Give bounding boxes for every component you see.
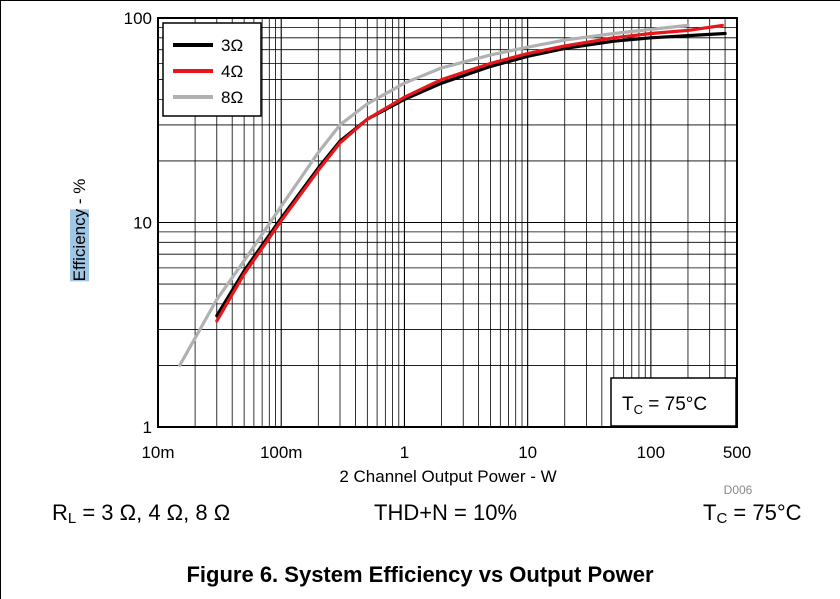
legend: 3Ω 4Ω 8Ω [162, 22, 262, 117]
frame-top-line [0, 0, 840, 1]
y-tick-label: 100 [124, 9, 152, 28]
y-axis-label-highlight: Efficiency [70, 208, 89, 282]
thd-condition: THD+N = 10% [374, 500, 518, 525]
figure-code: D006 [724, 483, 753, 497]
plot-border [157, 17, 738, 428]
x-tick-label: 100 [637, 443, 665, 462]
tc-annotation-text: TC = 75°C [622, 394, 707, 417]
figure-caption: Figure 6. System Efficiency vs Output Po… [186, 562, 654, 587]
series-line-2 [215, 23, 724, 323]
series-layer [178, 23, 727, 367]
frame-left-line [0, 0, 1, 599]
case-temperature-condition: TC = 75°C [703, 500, 802, 527]
chart-grid [158, 18, 737, 427]
y-tick-label: 1 [143, 418, 152, 437]
legend-label-1: 3Ω [221, 36, 243, 55]
y-axis-label-unit: - % [70, 178, 89, 209]
tc-annotation: TC = 75°C [610, 377, 737, 427]
x-axis-label: 2 Channel Output Power - W [339, 467, 556, 486]
tc-annotation-box [610, 377, 737, 427]
legend-label-2: 4Ω [221, 62, 243, 81]
x-tick-label: 1 [400, 443, 409, 462]
series-line-3 [178, 23, 690, 367]
x-tick-label: 100m [260, 443, 303, 462]
legend-label-3: 8Ω [221, 88, 243, 107]
x-tick-label: 10m [141, 443, 174, 462]
x-tick-label: 500 [723, 443, 751, 462]
tick-labels: 10m 100m 1 10 100 500 1 10 100 [124, 9, 752, 462]
load-resistance-condition: RL = 3 Ω, 4 Ω, 8 Ω [52, 500, 231, 527]
y-axis-label: Efficiency - % [70, 179, 90, 282]
series-line-1 [215, 31, 727, 318]
x-tick-label: 10 [518, 443, 537, 462]
y-tick-label: 10 [133, 214, 152, 233]
